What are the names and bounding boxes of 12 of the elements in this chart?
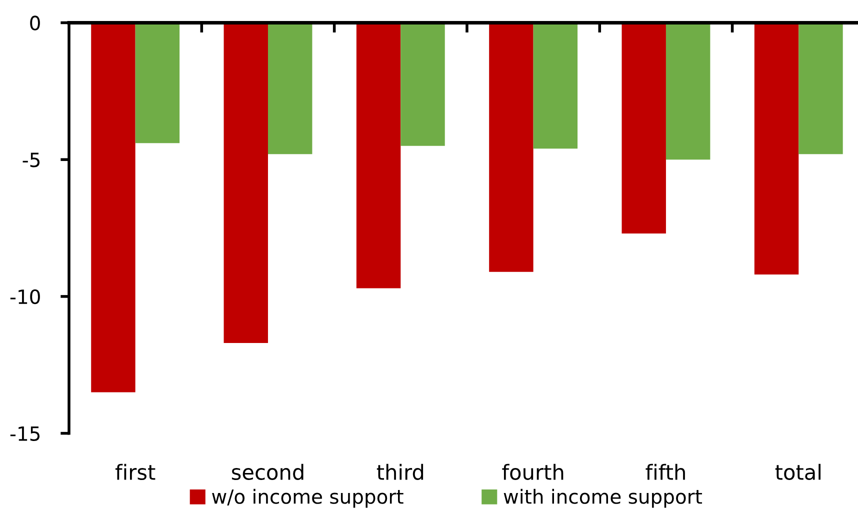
x-tick-label: third <box>376 464 424 480</box>
x-tick-label: first <box>115 464 156 480</box>
y-tick-label: -15 <box>10 426 40 441</box>
x-tick-label: total <box>775 464 820 480</box>
y-tick-label: -5 <box>22 152 40 168</box>
x-tick-label: fourth <box>502 464 564 480</box>
x-tick-label: fifth <box>646 464 685 480</box>
y-tick-label: -10 <box>10 289 40 304</box>
legend-label: w/o income support <box>212 488 404 508</box>
x-tick-label: second <box>232 464 304 480</box>
y-tick-label: 0 <box>30 16 40 30</box>
legend-label: with income support <box>504 488 702 508</box>
